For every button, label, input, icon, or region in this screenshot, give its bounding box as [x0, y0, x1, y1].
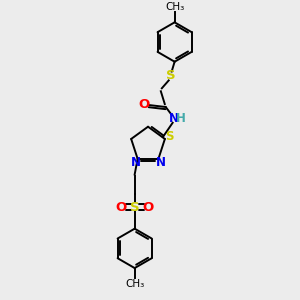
Text: CH₃: CH₃	[165, 2, 184, 11]
Text: N: N	[155, 156, 165, 169]
Text: O: O	[139, 98, 150, 111]
Text: N: N	[130, 156, 141, 169]
Text: CH₃: CH₃	[125, 279, 144, 289]
Text: S: S	[166, 130, 174, 143]
Text: S: S	[166, 69, 175, 82]
Text: H: H	[176, 112, 185, 125]
Text: N: N	[169, 112, 178, 125]
Text: S: S	[130, 200, 140, 214]
Text: O: O	[115, 200, 127, 214]
Text: O: O	[143, 200, 154, 214]
